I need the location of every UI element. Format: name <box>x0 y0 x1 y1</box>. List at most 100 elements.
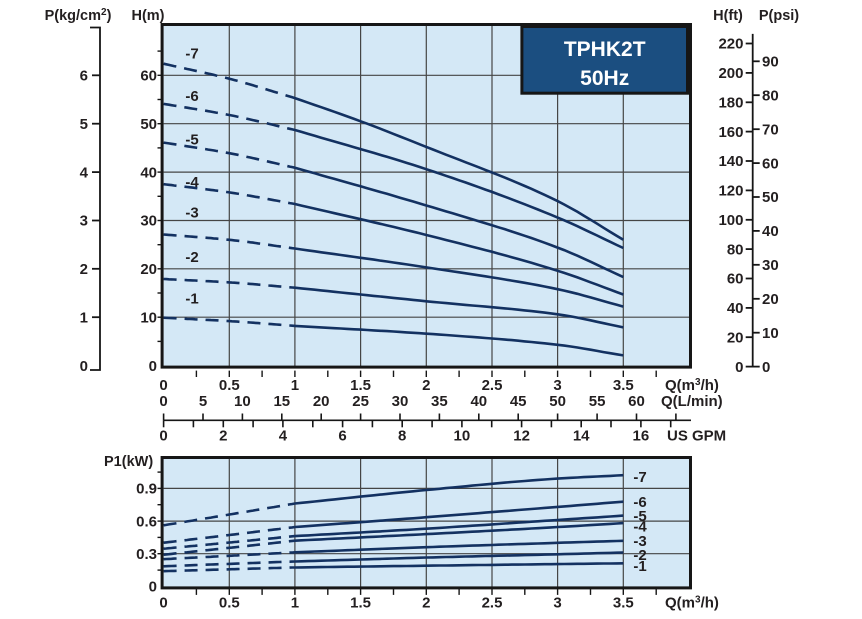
svg-text:3: 3 <box>553 377 561 394</box>
svg-text:10: 10 <box>762 325 779 342</box>
svg-text:6: 6 <box>338 427 346 444</box>
svg-text:80: 80 <box>762 87 779 104</box>
svg-text:1.5: 1.5 <box>350 377 371 394</box>
svg-text:30: 30 <box>762 257 779 274</box>
svg-text:200: 200 <box>718 65 743 82</box>
svg-text:-2: -2 <box>185 249 198 266</box>
svg-text:0: 0 <box>149 579 157 596</box>
svg-text:3.5: 3.5 <box>613 595 634 612</box>
svg-text:6: 6 <box>80 68 88 85</box>
svg-text:220: 220 <box>718 36 743 53</box>
svg-text:35: 35 <box>431 393 448 410</box>
svg-text:5: 5 <box>80 116 88 133</box>
svg-text:1.5: 1.5 <box>350 595 371 612</box>
svg-text:70: 70 <box>762 121 779 138</box>
svg-text:TPHK2T: TPHK2T <box>564 38 646 61</box>
svg-text:Q(L/min): Q(L/min) <box>661 393 723 410</box>
svg-text:5: 5 <box>199 393 207 410</box>
svg-text:2: 2 <box>422 377 430 394</box>
svg-text:30: 30 <box>392 393 409 410</box>
svg-text:1: 1 <box>291 377 299 394</box>
svg-text:2: 2 <box>80 261 88 278</box>
svg-text:20: 20 <box>727 329 744 346</box>
svg-text:-7: -7 <box>633 469 646 486</box>
svg-text:120: 120 <box>718 183 743 200</box>
svg-text:-4: -4 <box>185 174 199 191</box>
svg-text:Q(m3/h): Q(m3/h) <box>665 595 719 612</box>
svg-text:12: 12 <box>513 427 530 444</box>
svg-text:100: 100 <box>718 212 743 229</box>
svg-text:4: 4 <box>80 164 89 181</box>
svg-text:P1(kW): P1(kW) <box>104 454 153 470</box>
svg-text:140: 140 <box>718 153 743 170</box>
svg-text:8: 8 <box>398 427 406 444</box>
svg-text:40: 40 <box>140 164 157 181</box>
svg-text:0.5: 0.5 <box>219 595 240 612</box>
svg-text:30: 30 <box>140 213 157 230</box>
svg-text:60: 60 <box>727 271 744 288</box>
svg-text:-1: -1 <box>185 290 198 307</box>
svg-text:2: 2 <box>422 595 430 612</box>
svg-text:3: 3 <box>80 213 88 230</box>
svg-text:H(m): H(m) <box>131 8 164 24</box>
svg-text:25: 25 <box>352 393 369 410</box>
svg-text:0: 0 <box>762 359 770 376</box>
svg-text:0.5: 0.5 <box>219 377 240 394</box>
svg-text:50: 50 <box>140 116 157 133</box>
svg-text:3.5: 3.5 <box>613 377 634 394</box>
svg-text:2.5: 2.5 <box>482 377 503 394</box>
svg-text:160: 160 <box>718 124 743 141</box>
svg-text:1: 1 <box>291 595 299 612</box>
svg-text:-2: -2 <box>633 547 646 564</box>
svg-text:0.9: 0.9 <box>136 481 157 498</box>
svg-text:80: 80 <box>727 241 744 258</box>
svg-text:60: 60 <box>140 68 157 85</box>
svg-text:2.5: 2.5 <box>482 595 503 612</box>
svg-text:4: 4 <box>279 427 288 444</box>
svg-text:60: 60 <box>762 155 779 172</box>
svg-text:0: 0 <box>159 427 167 444</box>
svg-text:40: 40 <box>727 300 744 317</box>
svg-text:-7: -7 <box>185 46 198 63</box>
svg-text:90: 90 <box>762 54 779 71</box>
svg-text:0: 0 <box>159 393 167 410</box>
svg-text:20: 20 <box>762 291 779 308</box>
svg-text:50: 50 <box>762 189 779 206</box>
svg-text:40: 40 <box>470 393 487 410</box>
svg-text:60: 60 <box>628 393 645 410</box>
svg-text:-1: -1 <box>633 558 646 575</box>
svg-text:-6: -6 <box>633 494 646 511</box>
svg-text:H(ft): H(ft) <box>713 8 743 24</box>
svg-text:Q(m3/h): Q(m3/h) <box>665 377 719 394</box>
svg-text:-5: -5 <box>185 132 198 149</box>
svg-text:-4: -4 <box>633 519 647 536</box>
svg-text:0.6: 0.6 <box>136 513 157 530</box>
svg-text:0: 0 <box>149 358 157 375</box>
svg-text:0.3: 0.3 <box>136 546 157 563</box>
svg-text:-3: -3 <box>185 204 198 221</box>
svg-text:2: 2 <box>219 427 227 444</box>
svg-text:10: 10 <box>140 309 157 326</box>
svg-text:0: 0 <box>80 358 88 375</box>
svg-text:50: 50 <box>549 393 566 410</box>
svg-text:50Hz: 50Hz <box>580 67 629 90</box>
svg-text:0: 0 <box>735 359 743 376</box>
svg-text:P(psi): P(psi) <box>759 8 799 24</box>
svg-text:180: 180 <box>718 95 743 112</box>
svg-text:US GPM: US GPM <box>667 427 726 444</box>
svg-text:15: 15 <box>273 393 290 410</box>
svg-text:16: 16 <box>633 427 650 444</box>
svg-text:40: 40 <box>762 223 779 240</box>
svg-text:45: 45 <box>510 393 527 410</box>
svg-text:-6: -6 <box>185 88 198 105</box>
svg-text:0: 0 <box>159 595 167 612</box>
svg-text:0: 0 <box>159 377 167 394</box>
svg-text:20: 20 <box>140 261 157 278</box>
svg-text:P(kg/cm2): P(kg/cm2) <box>45 7 112 24</box>
svg-text:55: 55 <box>589 393 606 410</box>
svg-text:20: 20 <box>313 393 330 410</box>
svg-text:3: 3 <box>553 595 561 612</box>
svg-text:-5: -5 <box>633 508 646 525</box>
svg-text:1: 1 <box>80 309 88 326</box>
svg-text:10: 10 <box>454 427 471 444</box>
